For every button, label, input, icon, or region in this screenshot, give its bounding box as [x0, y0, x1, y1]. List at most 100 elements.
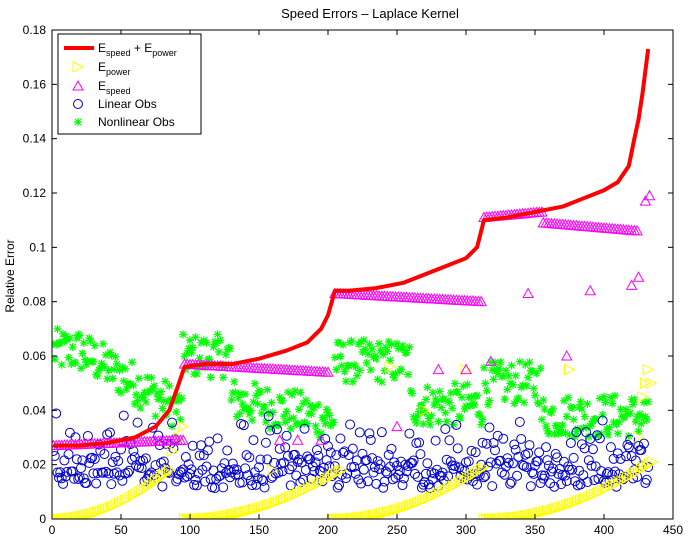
linear-obs-point [466, 445, 477, 456]
nonlinear-obs-point [528, 367, 537, 376]
linear-obs-point [338, 447, 349, 458]
nonlinear-obs-point [148, 384, 157, 393]
nonlinear-obs-point [288, 390, 297, 399]
e-power-point [387, 504, 399, 517]
e-power-point [365, 509, 377, 519]
nonlinear-obs-point [147, 373, 156, 382]
linear-obs-point [200, 476, 211, 487]
nonlinear-obs-point [642, 415, 651, 424]
nonlinear-obs-point [172, 408, 181, 417]
linear-obs-point [368, 467, 379, 478]
linear-obs-point [378, 482, 389, 493]
linear-obs-point [332, 482, 343, 493]
nonlinear-obs-point [544, 429, 553, 438]
linear-obs-point [512, 470, 523, 481]
nonlinear-obs-point [365, 340, 374, 349]
nonlinear-obs-point [628, 400, 637, 409]
nonlinear-obs-point [332, 365, 341, 374]
nonlinear-obs-point [459, 382, 468, 391]
e-power-point [150, 475, 162, 487]
x-tick-label: 300 [456, 523, 476, 537]
nonlinear-obs-point [394, 344, 403, 353]
linear-obs-point [204, 436, 215, 447]
nonlinear-obs-point [341, 377, 350, 386]
nonlinear-obs-point [245, 410, 254, 419]
linear-obs-point [451, 419, 462, 430]
nonlinear-obs-point [361, 345, 370, 354]
nonlinear-obs-point [511, 371, 520, 380]
linear-obs-point [408, 455, 419, 466]
nonlinear-obs-point [205, 355, 214, 364]
nonlinear-obs-point [76, 364, 85, 373]
linear-obs-point [480, 470, 491, 481]
linear-obs-point [596, 466, 607, 477]
nonlinear-obs-point [408, 389, 417, 398]
legend-label: Linear Obs [98, 97, 157, 111]
linear-obs-point [52, 408, 62, 419]
linear-obs-point [393, 469, 404, 480]
e-speed-point [522, 287, 534, 299]
nonlinear-obs-point [391, 369, 400, 378]
nonlinear-obs-point [104, 366, 113, 375]
nonlinear-obs-point [187, 348, 196, 357]
nonlinear-obs-point [336, 352, 345, 361]
nonlinear-obs-point [484, 400, 493, 409]
nonlinear-obs-point [437, 403, 446, 412]
nonlinear-obs-point [375, 339, 384, 348]
nonlinear-obs-point [576, 397, 585, 406]
nonlinear-obs-point [195, 354, 204, 363]
linear-obs-point [534, 447, 545, 458]
linear-obs-point [74, 472, 85, 483]
e-power-point [52, 513, 63, 519]
nonlinear-obs-point [139, 393, 148, 402]
nonlinear-obs-point [110, 365, 119, 374]
e-power-point [236, 506, 249, 519]
e-power-point [370, 508, 383, 519]
nonlinear-obs-point [65, 333, 74, 342]
linear-obs-point [242, 470, 253, 481]
nonlinear-obs-point [325, 411, 334, 420]
linear-obs-point [415, 449, 426, 460]
nonlinear-obs-point [493, 369, 502, 378]
linear-obs-point [347, 443, 358, 454]
e-power-point [359, 510, 372, 519]
linear-obs-point [62, 466, 73, 477]
linear-obs-point [398, 473, 409, 484]
nonlinear-obs-point [486, 358, 495, 367]
nonlinear-obs-point [402, 348, 411, 357]
nonlinear-obs-point [157, 387, 166, 396]
nonlinear-obs-point [71, 359, 80, 368]
nonlinear-obs-point [404, 370, 413, 379]
linear-obs-point [129, 452, 140, 463]
nonlinear-obs-point [495, 364, 504, 373]
nonlinear-obs-point [312, 428, 321, 437]
linear-obs-point [507, 458, 518, 469]
nonlinear-obs-point [398, 341, 407, 350]
linear-obs-point [429, 468, 440, 479]
nonlinear-obs-point [56, 339, 65, 348]
x-tick-label: 150 [249, 523, 269, 537]
linear-obs-point [52, 445, 59, 456]
linear-obs-point [587, 444, 598, 455]
e-power-point [506, 511, 518, 519]
nonlinear-obs-point [591, 414, 600, 423]
linear-obs-point [420, 468, 431, 479]
e-power-point [478, 513, 491, 519]
e-power-point [178, 513, 191, 519]
nonlinear-obs-point [539, 396, 548, 405]
nonlinear-obs-point [96, 364, 105, 373]
linear-obs-point [409, 468, 420, 479]
linear-obs-point [589, 475, 600, 486]
nonlinear-obs-point [252, 391, 261, 400]
nonlinear-obs-point [285, 414, 294, 423]
e-power-point [239, 505, 252, 518]
nonlinear-obs-point [446, 388, 455, 397]
nonlinear-obs-point [295, 405, 304, 414]
linear-obs-point [379, 476, 390, 487]
linear-obs-point [527, 467, 538, 478]
linear-obs-point [318, 462, 329, 473]
nonlinear-obs-point [78, 349, 87, 358]
nonlinear-obs-point [155, 393, 164, 402]
linear-obs-point [514, 417, 525, 428]
nonlinear-obs-point [573, 424, 582, 433]
